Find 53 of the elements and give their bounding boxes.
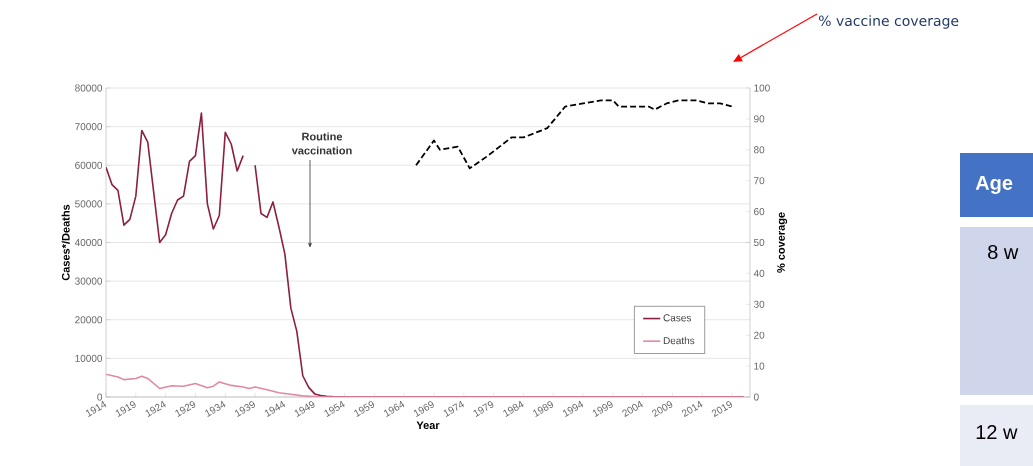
x-tick-label: 2019: [711, 401, 732, 418]
y2-tick-label: 40: [753, 269, 765, 277]
x-tick-label: 2014: [681, 400, 703, 418]
annotation: Routine vaccination: [291, 132, 352, 155]
legend-label: Cases: [663, 314, 692, 322]
text: 8 w: [988, 244, 1019, 260]
y-tick-label: 0: [97, 393, 103, 401]
y2-tick-label: 100: [754, 84, 770, 92]
y2-tick-label: 90: [754, 115, 765, 123]
x-tick-label: 1934: [205, 400, 226, 417]
x-tick-label: 1914: [85, 400, 107, 417]
y2-tick-label: 30: [753, 300, 765, 308]
x-tick-label: 1999: [592, 401, 613, 417]
y2-tick-label: 60: [754, 208, 765, 216]
line-series: [415, 99, 734, 170]
y-tick-label: 60000: [75, 161, 103, 169]
x-tick-label: 1919: [115, 401, 136, 417]
x-tick-label: 1924: [145, 400, 166, 417]
x-tick-label: 1929: [175, 401, 196, 417]
x-tick-label: 2009: [652, 401, 673, 418]
x-tick-label: 1989: [533, 401, 554, 417]
y2-tick-label: 80: [753, 146, 765, 154]
x-tick-label: 2004: [622, 400, 643, 418]
text: Age: [975, 176, 1013, 194]
y2-tick-label: 0: [753, 393, 759, 401]
y2-tick-label: 20: [754, 331, 765, 339]
y-tick-label: 20000: [75, 316, 103, 324]
y-tick-label: 10000: [75, 354, 103, 362]
y2-tick-label: 50: [753, 238, 765, 247]
x-tick-label: 1959: [354, 401, 375, 417]
x-tick-label: 1974: [443, 400, 464, 417]
y-tick-label: 30000: [75, 277, 103, 285]
y2-axis-title: % coverage: [777, 212, 788, 273]
text: 12 w: [976, 425, 1018, 439]
text: % vaccine coverage: [818, 15, 959, 29]
x-tick-label: 1994: [562, 400, 584, 417]
x-axis-title: Year: [416, 421, 440, 430]
y-tick-label: 70000: [75, 123, 103, 131]
x-tick-label: 1939: [234, 401, 255, 417]
y-axis-title: Cases*/Deaths: [61, 204, 70, 281]
x-tick-label: 1964: [384, 400, 405, 417]
x-tick-label: 1954: [324, 400, 345, 417]
y2-tick-label: 70: [754, 177, 765, 185]
x-tick-label: 1984: [503, 400, 524, 417]
legend-label: Deaths: [663, 336, 695, 345]
y-tick-label: 50000: [75, 200, 103, 208]
x-tick-label: 1969: [413, 401, 434, 417]
x-tick-label: 1979: [473, 401, 494, 417]
y2-tick-label: 10: [754, 362, 765, 370]
x-tick-label: 1949: [294, 401, 315, 417]
y-tick-label: 80000: [75, 84, 103, 92]
y-tick-label: 40000: [74, 238, 103, 247]
x-tick-label: 1944: [264, 400, 286, 417]
